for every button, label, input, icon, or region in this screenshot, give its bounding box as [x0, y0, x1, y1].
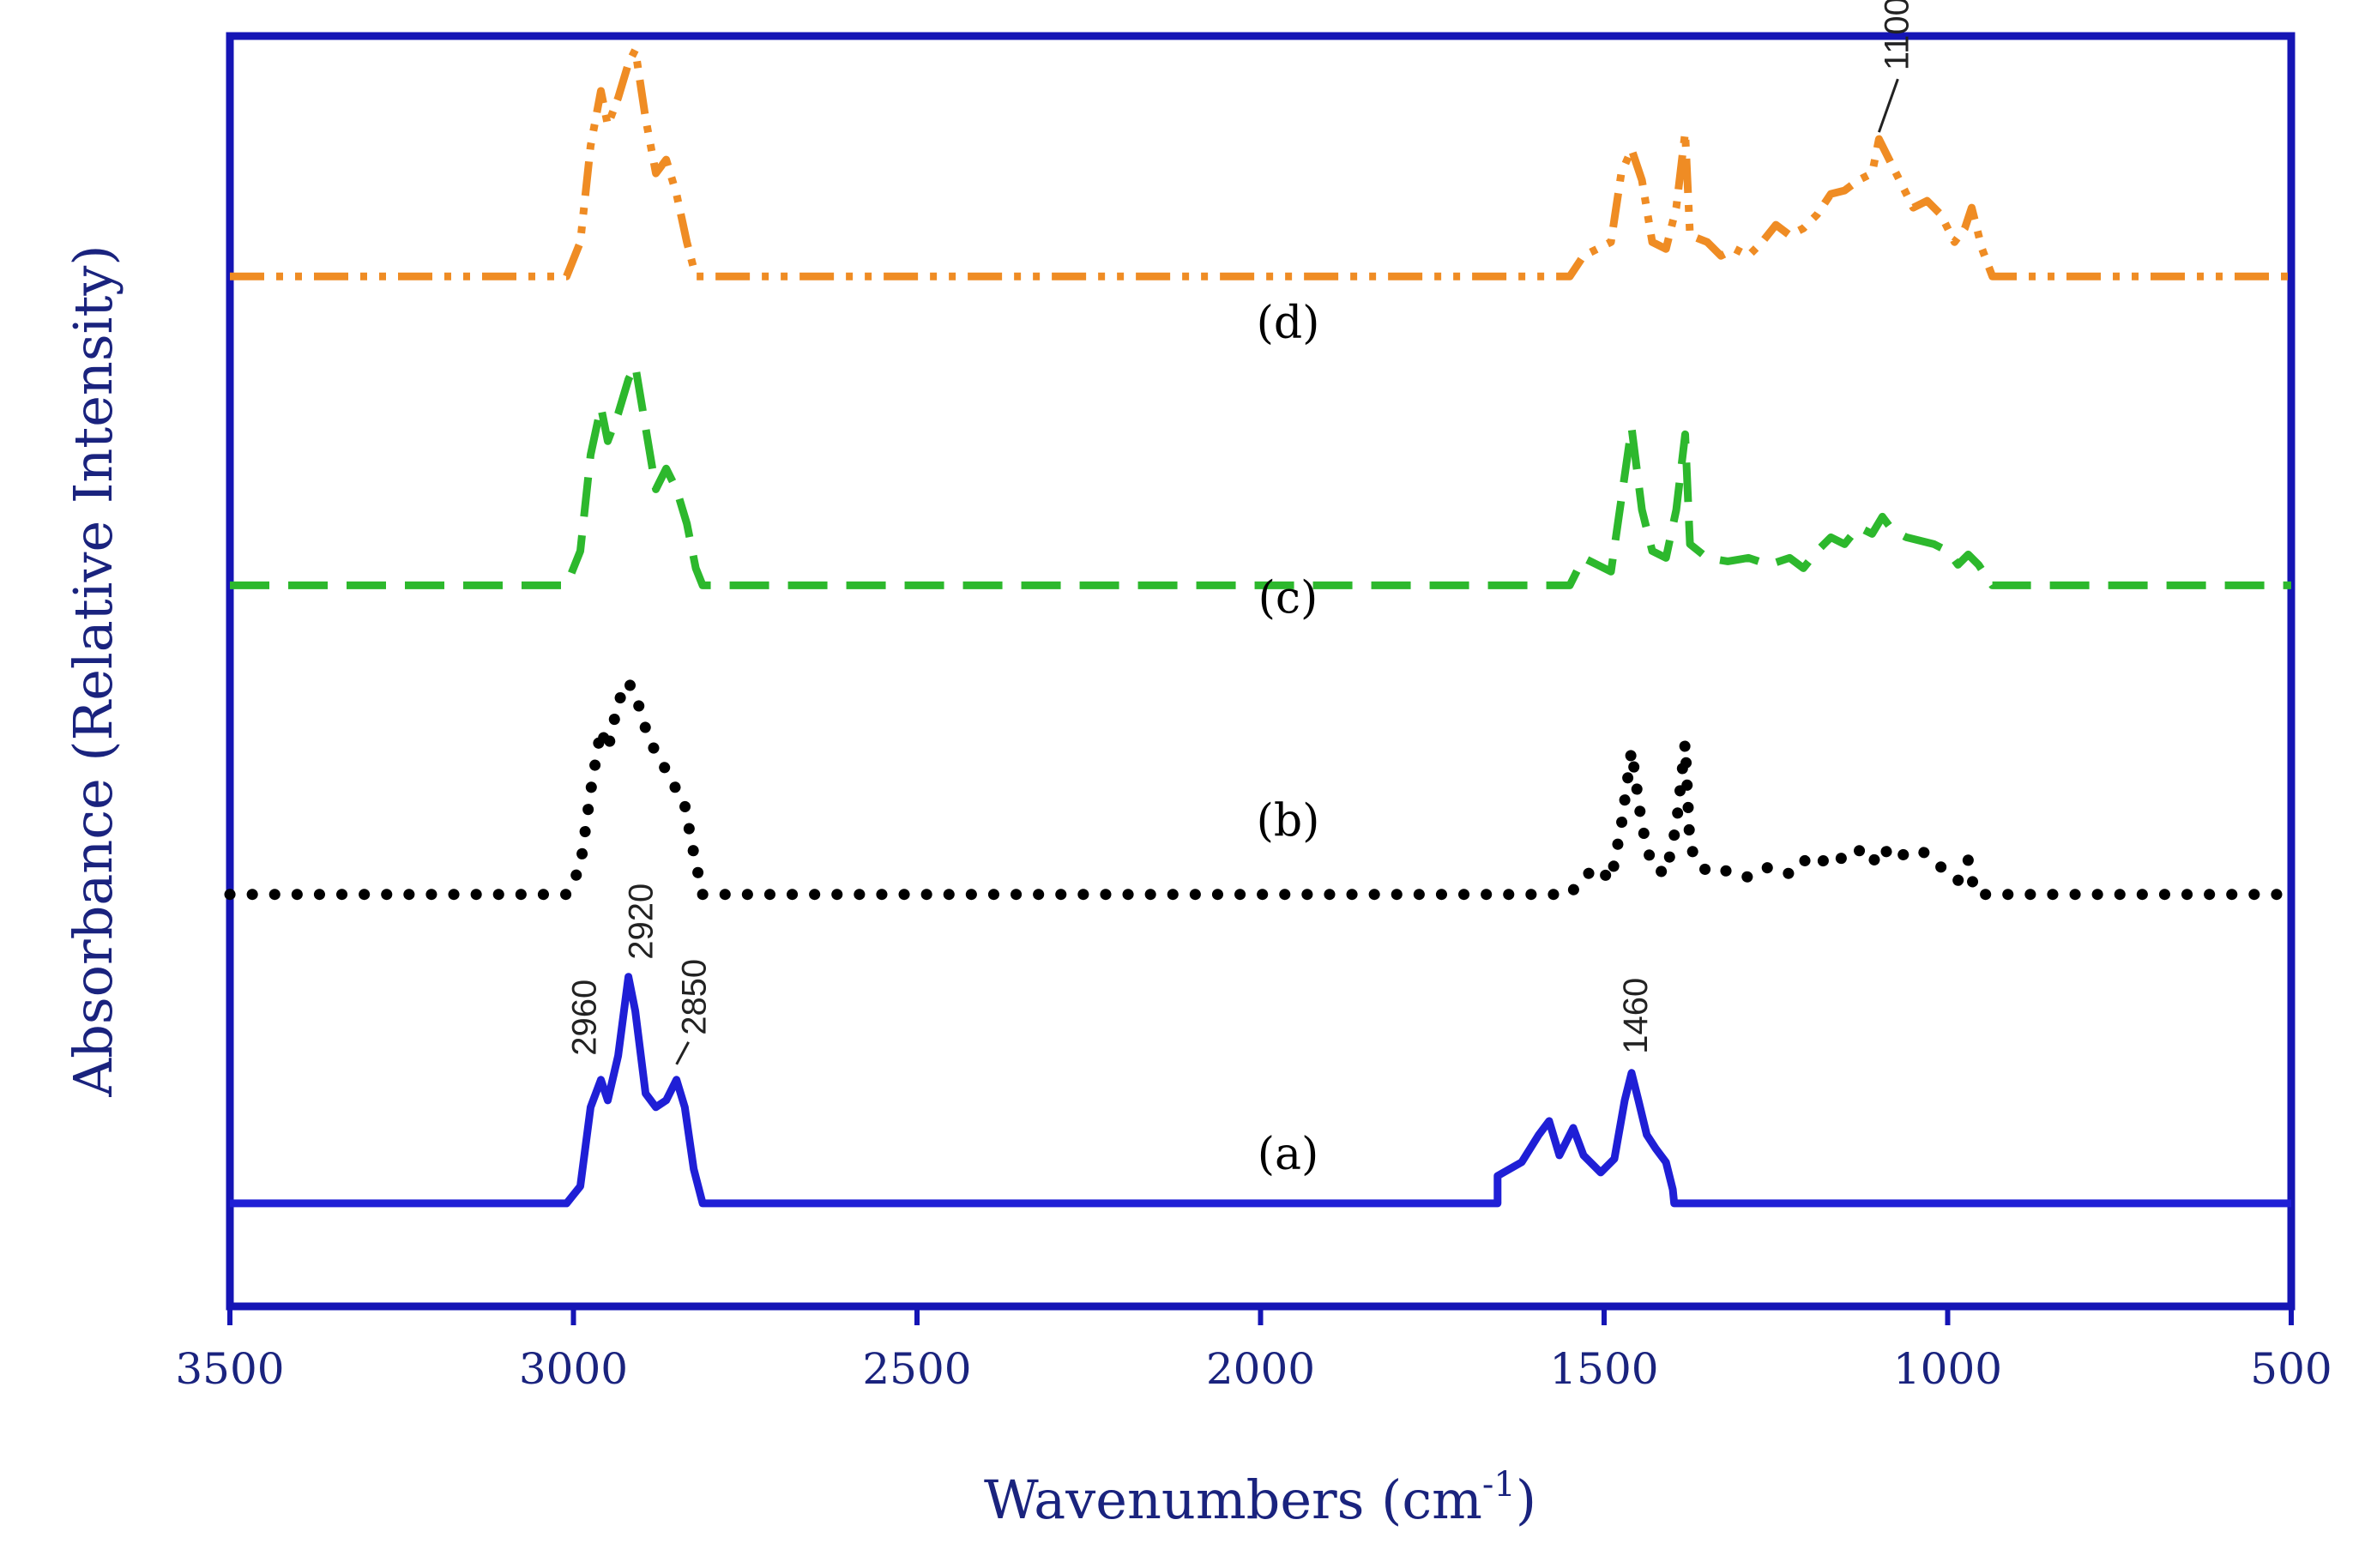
annotation-layer: 2960 2920 2850 1460 1100: [566, 0, 1915, 1065]
x-tick-label-2000: 2000: [1206, 1344, 1315, 1394]
peak-annotation-2920: 2920: [623, 884, 661, 960]
plot-frame: [226, 32, 2296, 1311]
series-label-1: (b): [1257, 796, 1320, 847]
peak-annotation-2850: 2850: [676, 959, 714, 1035]
series-label-3: (d): [1257, 298, 1320, 349]
x-tick-label-1500: 1500: [1549, 1344, 1658, 1394]
x-axis-ticks: 3500 3000 2500 2000 1500 1000 500: [175, 1306, 2332, 1394]
y-axis-title: Absorbance (Relative Intensity): [62, 244, 124, 1097]
annotation-leader-2: [675, 1041, 690, 1065]
series-line-2: [230, 361, 2291, 589]
series-label-2: (c): [1258, 573, 1318, 624]
x-axis-title-main: Wavenumbers (cm: [984, 1468, 1482, 1531]
series-layer: (a) (b) (c) (d): [224, 45, 2297, 1208]
annotation-leader-4: [1877, 78, 1899, 133]
x-axis-title-superscript: -1: [1482, 1465, 1516, 1505]
series-line-1: [224, 676, 2297, 901]
peak-annotation-1100: 1100: [1878, 0, 1915, 70]
x-tick-label-1000: 1000: [1893, 1344, 2002, 1394]
series-label-0: (a): [1258, 1129, 1319, 1180]
x-axis-title-end: ): [1516, 1468, 1536, 1531]
peak-annotation-1460: 1460: [1617, 978, 1655, 1054]
x-axis-title: Wavenumbers (cm-1): [984, 1465, 1536, 1531]
series-line-0: [230, 973, 2291, 1208]
x-tick-label-3500: 3500: [175, 1344, 284, 1394]
series-line-3: [230, 45, 2291, 280]
x-tick-label-3000: 3000: [519, 1344, 628, 1394]
x-tick-label-500: 500: [2250, 1344, 2332, 1394]
peak-annotation-2960: 2960: [566, 980, 604, 1056]
x-tick-label-2500: 2500: [862, 1344, 971, 1394]
